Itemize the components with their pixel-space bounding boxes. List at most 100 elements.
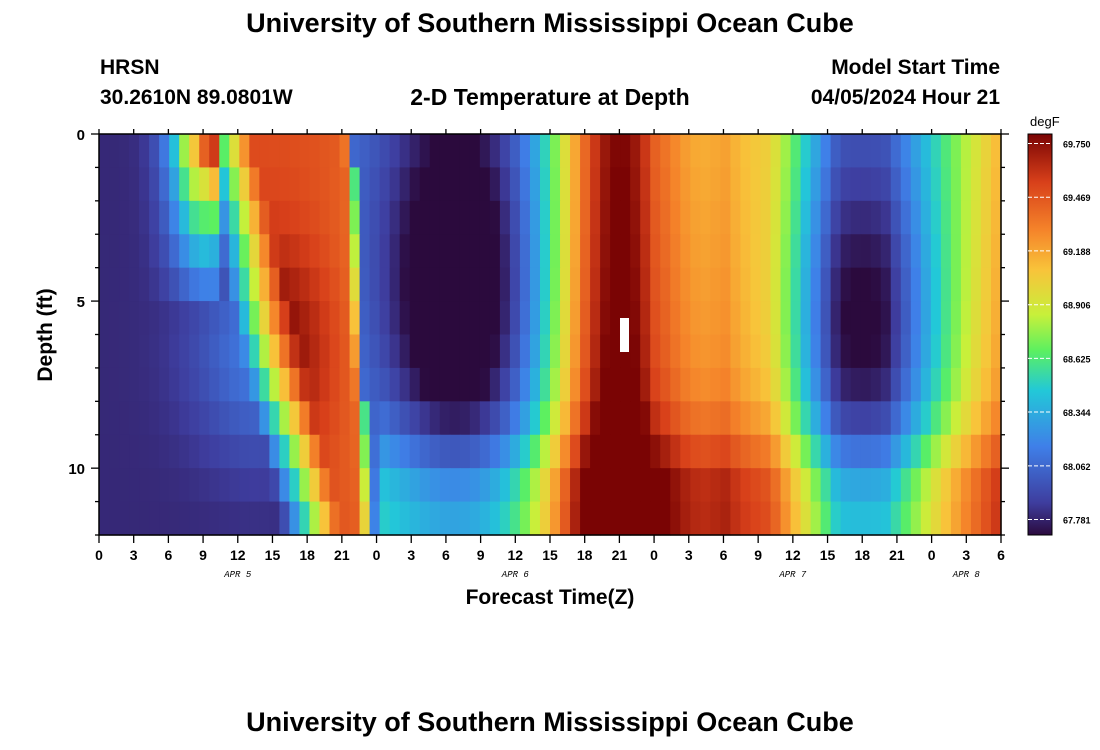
heatmap-cell [690,334,701,369]
heatmap-cell [610,234,621,269]
heatmap-cell [760,267,772,302]
heatmap-cell [229,468,240,503]
heatmap-cell [550,401,561,436]
heatmap-cell [199,334,210,369]
heatmap-cell [109,234,120,269]
heatmap-cell [499,334,511,369]
heatmap-cell [760,434,772,469]
heatmap-cell [800,267,812,302]
heatmap-cell [279,367,291,402]
heatmap-cell [670,167,681,202]
heatmap-cell [389,200,401,235]
heatmap-cell [239,501,250,536]
heatmap-cell [349,200,361,235]
heatmap-cell [940,401,952,436]
heatmap-cell [99,234,110,269]
heatmap-cell [349,167,361,202]
heatmap-cell [690,301,701,336]
heatmap-cell [209,167,220,202]
heatmap-cell [810,434,822,469]
heatmap-cell [359,200,371,235]
heatmap-cell [309,367,321,402]
heatmap-cell [289,267,301,302]
heatmap-cell [650,200,661,235]
heatmap-cell [570,401,581,436]
heatmap-cell [890,134,902,169]
heatmap-cell [830,501,842,536]
heatmap-cell [429,501,441,536]
heatmap-cell [650,167,661,202]
heatmap-cell [740,301,752,336]
heatmap-cell [129,401,140,436]
heatmap-cell [780,234,792,269]
heatmap-cell [580,434,591,469]
heatmap-cell [259,234,270,269]
y-tick-label: 10 [68,461,85,478]
heatmap-cell [519,267,531,302]
heatmap-cell [269,468,280,503]
heatmap-cell [229,167,240,202]
heatmap-cell [529,234,541,269]
heatmap-cell [710,167,721,202]
heatmap-cell [860,134,872,169]
heatmap-cell [720,501,731,536]
heatmap-cell [509,434,521,469]
heatmap-cell [319,200,331,235]
heatmap-cell [509,234,521,269]
heatmap-cell [870,468,882,503]
heatmap-cell [419,200,431,235]
heatmap-cell [940,434,952,469]
heatmap-cell [950,234,962,269]
heatmap-cell [129,301,140,336]
heatmap-cell [299,134,311,169]
heatmap-cell [129,200,140,235]
heatmap-cell [359,267,371,302]
heatmap-cell [880,434,892,469]
heatmap-cell [870,267,882,302]
heatmap-cell [690,167,701,202]
heatmap-cell [870,434,882,469]
heatmap-cell [509,301,521,336]
heatmap-cell [259,134,270,169]
heatmap-cell [850,267,862,302]
heatmap-cell [780,401,792,436]
heatmap-cell [680,401,691,436]
heatmap-cell [620,367,631,402]
heatmap-cell [950,367,962,402]
heatmap-cell [419,367,431,402]
heatmap-cell [349,367,361,402]
heatmap-cell [790,234,802,269]
heatmap-cell [760,200,772,235]
heatmap-cell [339,401,351,436]
heatmap-cell [910,434,922,469]
heatmap-cell [670,501,681,536]
heatmap-cell [710,334,721,369]
heatmap-cell [580,334,591,369]
heatmap-cell [790,167,802,202]
heatmap-cell [269,234,280,269]
heatmap-cell [950,301,962,336]
heatmap-cell [519,167,531,202]
heatmap-cell [279,200,291,235]
heatmap-cell [660,334,671,369]
heatmap-cell [299,167,311,202]
heatmap-cell [159,334,170,369]
heatmap-cell [419,234,431,269]
heatmap-cell [920,434,932,469]
heatmap-cell [269,367,280,402]
heatmap-cell [640,301,651,336]
heatmap-cell [369,468,381,503]
heatmap-cell [409,234,421,269]
heatmap-cell [650,134,661,169]
heatmap-cell [910,200,922,235]
heatmap-cell [630,134,641,169]
heatmap-cell [890,468,902,503]
heatmap-cell [399,134,411,169]
heatmap-cell [750,234,762,269]
heatmap-cell [389,267,401,302]
heatmap-cell [429,234,441,269]
heatmap-cell [880,401,892,436]
colorbar-tick-label: 69.469 [1063,193,1091,203]
heatmap-cell [309,501,321,536]
heatmap-cell [830,401,842,436]
